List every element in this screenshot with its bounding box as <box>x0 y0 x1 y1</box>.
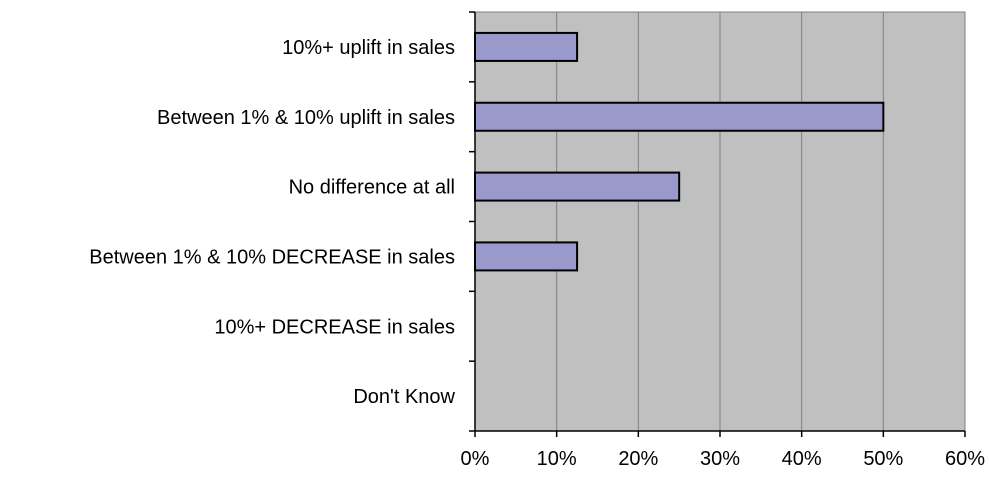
bars <box>474 31 885 272</box>
x-tick-label-6: 60% <box>945 448 985 470</box>
tick-labels: 0% 10% 20% 30% 40% 50% 60% <box>461 448 986 470</box>
category-label-0: 10%+ uplift in sales <box>282 37 455 59</box>
bar-2 <box>474 171 681 202</box>
category-label-4: 10%+ DECREASE in sales <box>214 316 455 338</box>
x-tick-label-3: 30% <box>700 448 740 470</box>
category-label-3: Between 1% & 10% DECREASE in sales <box>89 246 455 268</box>
category-label-5: Don't Know <box>353 386 455 408</box>
bar-3 <box>474 241 579 272</box>
axes <box>469 11 966 437</box>
x-tick-label-1: 10% <box>537 448 577 470</box>
bar-1 <box>474 101 885 132</box>
x-tick-label-2: 20% <box>618 448 658 470</box>
gridlines <box>556 12 966 431</box>
x-tick-label-0: 0% <box>461 448 490 470</box>
category-labels: 10%+ uplift in sales Between 1% & 10% upl… <box>89 37 455 408</box>
x-tick-label-5: 50% <box>863 448 903 470</box>
x-tick-label-4: 40% <box>782 448 822 470</box>
category-label-1: Between 1% & 10% uplift in sales <box>157 107 455 129</box>
category-label-2: No difference at all <box>289 177 455 199</box>
bar-0 <box>474 31 579 62</box>
